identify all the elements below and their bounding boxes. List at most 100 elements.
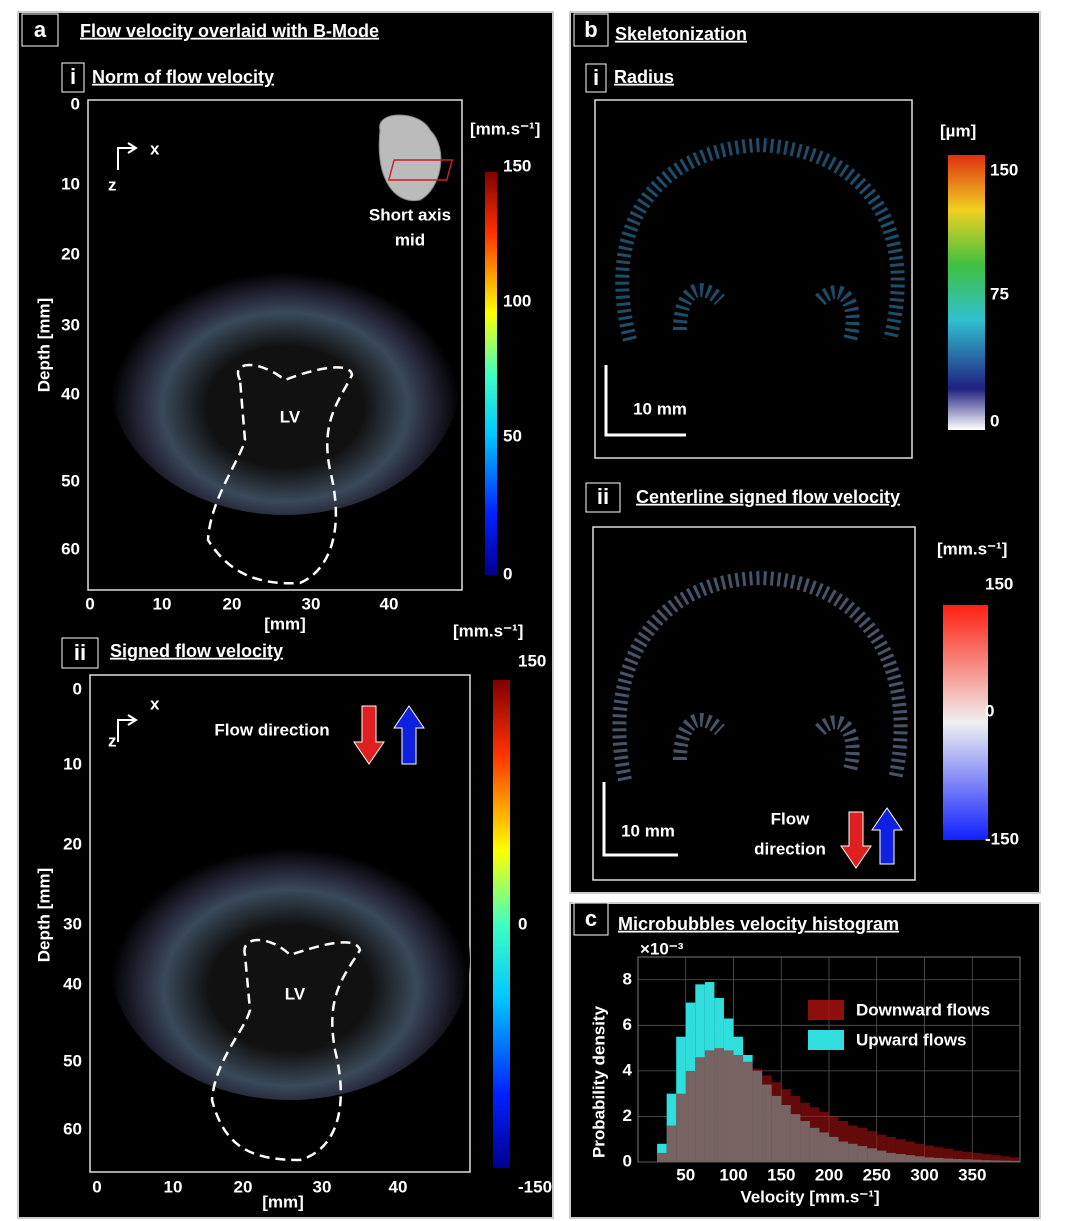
label-box — [585, 482, 621, 513]
scale-bar — [604, 365, 686, 437]
histogram-bar — [953, 1150, 963, 1162]
label-box — [585, 63, 607, 93]
x-tick-label: 50 — [676, 1165, 695, 1184]
subpanel-title: Radius — [614, 67, 674, 87]
annotation: direction — [754, 839, 826, 858]
histogram-bar — [1000, 1156, 1011, 1162]
inset-label: mid — [395, 230, 425, 249]
subpanel-label: ii — [597, 484, 609, 509]
axis-letter: z — [108, 175, 117, 194]
tick-label: 0 — [73, 679, 82, 698]
skeleton-image — [612, 570, 908, 782]
y-axis-label: Depth [mm] — [34, 868, 53, 962]
histogram-bar — [972, 1152, 982, 1162]
x-tick-label: 150 — [767, 1165, 795, 1184]
panel-title: Skeletonization — [615, 24, 747, 44]
heart-plane — [387, 159, 454, 181]
up-arrow — [871, 807, 903, 865]
histogram-bar — [781, 1089, 791, 1162]
tick-label: 10 — [63, 754, 82, 773]
histogram-bar — [790, 1095, 801, 1162]
panel-label: c — [585, 906, 597, 931]
x-tick-label: 350 — [958, 1165, 986, 1184]
axis-arrows — [117, 142, 138, 170]
tick-label: 60 — [61, 539, 80, 558]
histogram-bar — [829, 1116, 839, 1162]
histogram-bar — [666, 1125, 677, 1162]
tick-label: 60 — [63, 1119, 82, 1138]
histogram-bar — [714, 1048, 724, 1162]
histogram-bar — [800, 1102, 810, 1162]
x-axis-label: [mm] — [264, 614, 306, 633]
label-box — [21, 13, 59, 47]
histogram-bar — [1010, 1157, 1020, 1162]
histogram-bar — [914, 1143, 925, 1162]
histogram-bar — [886, 1136, 896, 1162]
tick-label: 0 — [92, 1177, 101, 1196]
image-frame — [594, 99, 913, 459]
x-tick-label: 200 — [815, 1165, 843, 1184]
subpanel-label: i — [70, 64, 76, 89]
label-box — [573, 13, 609, 47]
subpanel-title: Centerline signed flow velocity — [636, 487, 900, 507]
tick-label: 100 — [503, 291, 531, 310]
tick-label: 30 — [302, 594, 321, 613]
inset-label: Short axis — [369, 205, 451, 224]
region-label: LV — [280, 407, 301, 426]
tick-label: 20 — [223, 594, 242, 613]
histogram-bar — [809, 1107, 820, 1162]
tick-label: 75 — [990, 284, 1009, 303]
colorbar-unit: [mm.s⁻¹] — [453, 621, 523, 640]
tick-label: -150 — [518, 1177, 552, 1196]
tick-label: 20 — [61, 244, 80, 263]
histogram-bar — [934, 1147, 944, 1162]
annotation: Flow — [771, 809, 810, 828]
tick-label: 0 — [985, 701, 994, 720]
histogram-bar — [905, 1141, 915, 1162]
tick-label: 0 — [71, 94, 80, 113]
tick-label: 150 — [503, 156, 531, 175]
histogram-bar — [704, 1050, 715, 1162]
tick-label: 50 — [503, 426, 522, 445]
tick-label: -150 — [985, 829, 1019, 848]
colorbar-unit: [mm.s⁻¹] — [470, 119, 540, 138]
tick-label: 0 — [503, 564, 512, 583]
ultrasound-image — [110, 820, 470, 1100]
annotation: Flow direction — [214, 720, 329, 739]
histogram-bar — [943, 1148, 954, 1162]
scale-bar — [602, 782, 678, 857]
tick-label: 150 — [985, 574, 1013, 593]
label-box — [61, 62, 85, 93]
y-axis-label: Probability density — [589, 1005, 608, 1158]
histogram-bar — [876, 1134, 887, 1162]
tick-label: 150 — [990, 160, 1018, 179]
tick-label: 0 — [990, 411, 999, 430]
histogram-bar — [981, 1154, 992, 1162]
y-multiplier: ×10⁻³ — [640, 939, 684, 958]
region-label: LV — [285, 984, 306, 1003]
y-tick-label: 4 — [623, 1060, 633, 1079]
y-tick-label: 8 — [623, 969, 632, 988]
tick-label: 40 — [61, 384, 80, 403]
legend-label: Upward flows — [856, 1030, 967, 1049]
down-arrow — [353, 705, 385, 765]
tick-label: 50 — [63, 1051, 82, 1070]
histogram-bar — [676, 1093, 686, 1162]
axis-letter: z — [108, 731, 117, 750]
axis-letter: x — [150, 694, 160, 713]
panel-title: Flow velocity overlaid with B-Mode — [80, 21, 379, 41]
tick-label: 50 — [61, 471, 80, 490]
heart-icon — [378, 114, 442, 202]
label-box — [61, 637, 99, 669]
histogram-bar — [685, 1070, 696, 1162]
histogram-bar — [657, 1152, 667, 1162]
histogram-bar — [924, 1145, 935, 1162]
histogram-bar — [962, 1151, 973, 1162]
scale-label: 10 mm — [633, 399, 687, 418]
colorbar — [943, 605, 988, 840]
histogram-bar — [695, 1057, 705, 1162]
y-tick-label: 6 — [623, 1015, 632, 1034]
legend-label: Downward flows — [856, 1000, 990, 1019]
x-tick-label: 100 — [719, 1165, 747, 1184]
subpanel-title: Signed flow velocity — [110, 641, 283, 661]
